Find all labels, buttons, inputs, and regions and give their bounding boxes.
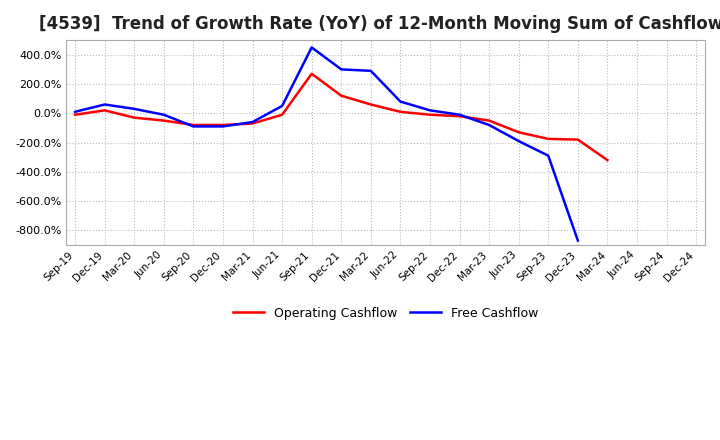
Free Cashflow	[278, 103, 287, 109]
Free Cashflow	[307, 45, 316, 50]
Operating Cashflow	[574, 137, 582, 142]
Operating Cashflow	[160, 118, 168, 123]
Free Cashflow	[485, 122, 493, 128]
Free Cashflow	[71, 109, 79, 114]
Operating Cashflow	[603, 158, 612, 163]
Operating Cashflow	[71, 112, 79, 117]
Operating Cashflow	[544, 136, 552, 142]
Free Cashflow	[248, 119, 257, 125]
Line: Free Cashflow: Free Cashflow	[75, 48, 578, 241]
Free Cashflow	[100, 102, 109, 107]
Free Cashflow	[514, 139, 523, 144]
Operating Cashflow	[396, 109, 405, 114]
Free Cashflow	[130, 106, 138, 111]
Operating Cashflow	[485, 118, 493, 123]
Free Cashflow	[455, 112, 464, 117]
Operating Cashflow	[426, 112, 434, 117]
Operating Cashflow	[189, 122, 198, 128]
Legend: Operating Cashflow, Free Cashflow: Operating Cashflow, Free Cashflow	[228, 302, 544, 325]
Free Cashflow	[219, 124, 228, 129]
Free Cashflow	[160, 112, 168, 117]
Line: Operating Cashflow: Operating Cashflow	[75, 74, 608, 160]
Operating Cashflow	[130, 115, 138, 120]
Operating Cashflow	[455, 114, 464, 119]
Operating Cashflow	[514, 130, 523, 135]
Free Cashflow	[366, 68, 375, 73]
Operating Cashflow	[100, 108, 109, 113]
Operating Cashflow	[248, 121, 257, 126]
Free Cashflow	[337, 67, 346, 72]
Free Cashflow	[189, 124, 198, 129]
Free Cashflow	[426, 108, 434, 113]
Operating Cashflow	[307, 71, 316, 77]
Operating Cashflow	[366, 102, 375, 107]
Title: [4539]  Trend of Growth Rate (YoY) of 12-Month Moving Sum of Cashflows: [4539] Trend of Growth Rate (YoY) of 12-…	[39, 15, 720, 33]
Free Cashflow	[544, 153, 552, 158]
Operating Cashflow	[278, 112, 287, 117]
Free Cashflow	[396, 99, 405, 104]
Free Cashflow	[574, 238, 582, 243]
Operating Cashflow	[219, 122, 228, 128]
Operating Cashflow	[337, 93, 346, 99]
